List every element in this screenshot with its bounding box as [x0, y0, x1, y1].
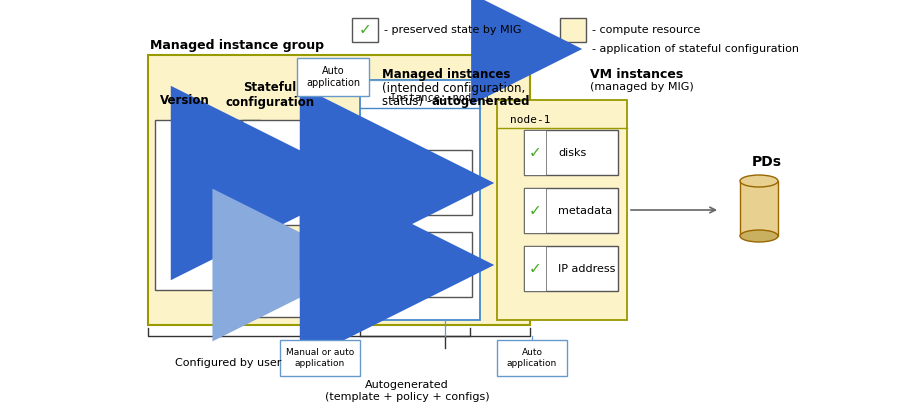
Bar	[524, 130, 546, 175]
Text: ✓: ✓	[528, 145, 542, 160]
Text: status) -: status) -	[382, 95, 435, 108]
Bar	[368, 150, 472, 215]
Text: VM instances: VM instances	[590, 68, 683, 81]
Text: Stateful
configuration: Stateful configuration	[225, 81, 315, 109]
Bar	[242, 237, 347, 317]
Text: Instance: node-1: Instance: node-1	[390, 93, 490, 103]
Ellipse shape	[740, 230, 778, 242]
Bar	[524, 188, 618, 233]
Text: (intended configuration,: (intended configuration,	[382, 82, 526, 95]
Bar	[524, 246, 546, 291]
Text: ✓: ✓	[528, 203, 542, 218]
Bar	[560, 18, 586, 42]
Text: (managed by MIG): (managed by MIG)	[590, 82, 694, 92]
Bar	[242, 120, 347, 225]
Bar	[280, 340, 360, 376]
Text: ✓: ✓	[528, 261, 542, 276]
Polygon shape	[248, 278, 260, 290]
Text: Auto
application: Auto application	[507, 348, 557, 368]
Bar	[524, 246, 618, 291]
Bar	[148, 55, 530, 325]
Text: Managed instance group: Managed instance group	[150, 39, 324, 52]
Polygon shape	[337, 307, 347, 317]
Polygon shape	[337, 215, 347, 225]
Bar	[740, 181, 778, 236]
Text: - compute resource: - compute resource	[592, 25, 700, 35]
Text: Stateful
policy: Stateful policy	[265, 161, 319, 183]
Text: IP address: IP address	[558, 264, 616, 274]
Ellipse shape	[740, 175, 778, 187]
Text: Auto
application: Auto application	[306, 66, 360, 88]
Text: ✓: ✓	[358, 23, 372, 38]
Bar	[297, 58, 369, 96]
Text: node-1: node-1	[510, 115, 551, 125]
Text: Autogenerated
(template + policy + configs): Autogenerated (template + policy + confi…	[325, 380, 490, 402]
Bar	[368, 232, 472, 297]
Text: Per-instance
configs: Per-instance configs	[251, 267, 332, 289]
Bar	[524, 130, 618, 175]
Bar	[360, 80, 480, 320]
Bar	[497, 100, 627, 320]
Text: PDs: PDs	[752, 155, 782, 169]
Bar	[155, 120, 260, 290]
Text: autogenerated: autogenerated	[432, 95, 530, 108]
Text: metadata: metadata	[558, 206, 612, 216]
Text: disks: disks	[558, 148, 586, 158]
Text: Version: Version	[160, 94, 210, 107]
Text: Preserved state
from configs: Preserved state from configs	[371, 254, 465, 276]
Text: Manual or auto
application: Manual or auto application	[286, 348, 354, 368]
Text: Preserved state
from policy: Preserved state from policy	[371, 172, 465, 194]
Bar	[497, 340, 567, 376]
Text: Managed instances: Managed instances	[382, 68, 510, 81]
Text: Configured by user: Configured by user	[175, 358, 281, 368]
Text: - application of stateful configuration: - application of stateful configuration	[592, 44, 799, 54]
Bar	[524, 188, 546, 233]
Bar	[352, 18, 378, 42]
Text: - preserved state by MIG: - preserved state by MIG	[384, 25, 521, 35]
Text: Instance
template: Instance template	[178, 199, 232, 221]
